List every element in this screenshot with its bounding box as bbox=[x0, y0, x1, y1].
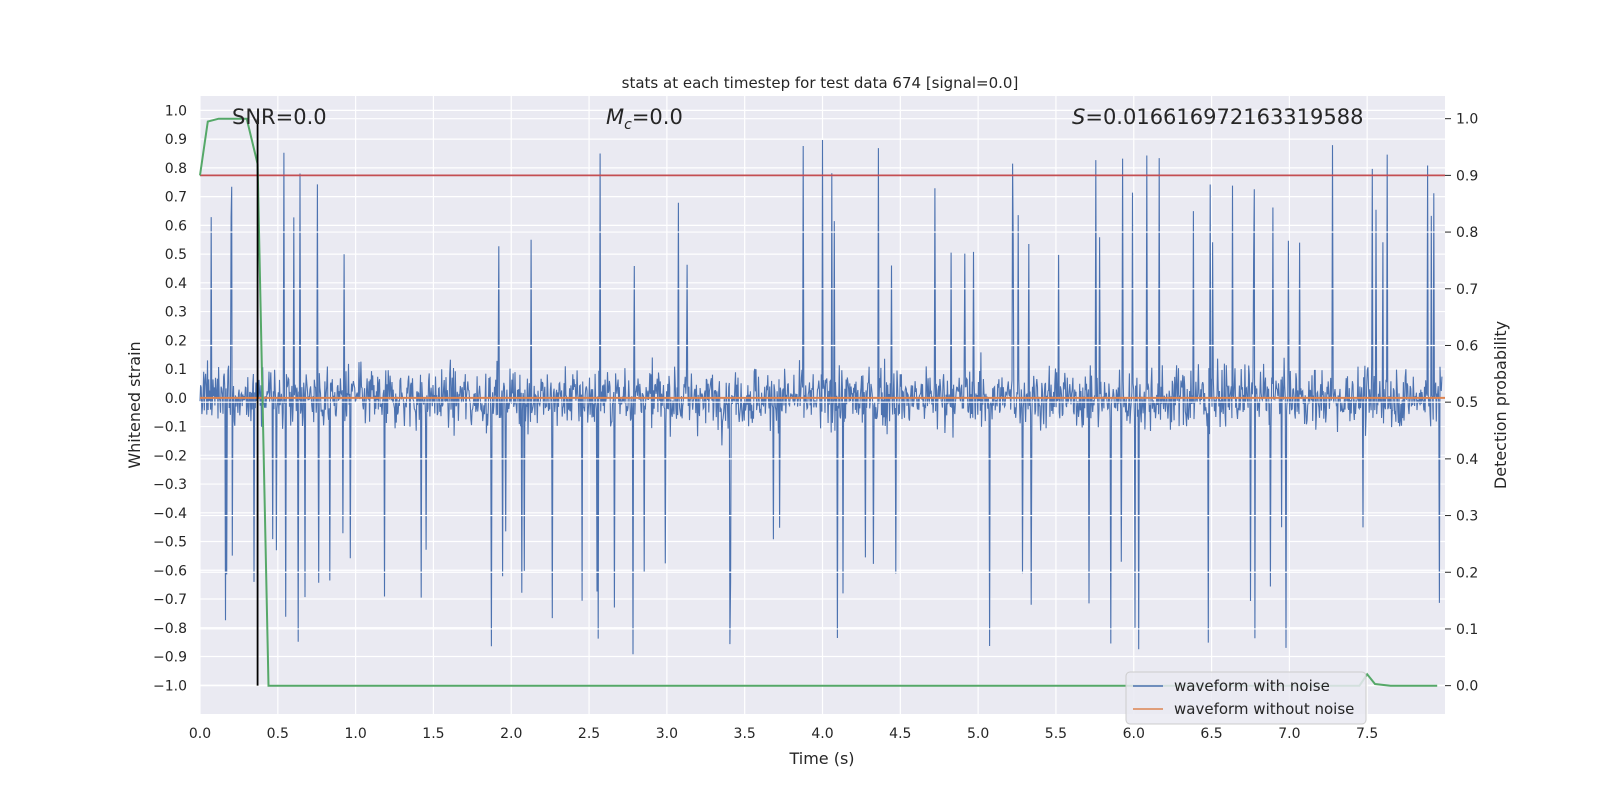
y-tick-label: −0.7 bbox=[153, 592, 187, 608]
s-symbol: S bbox=[1072, 105, 1085, 129]
x-tick-label: 2.0 bbox=[500, 726, 522, 742]
x-tick-label: 5.0 bbox=[967, 726, 989, 742]
x-tick-label: 7.0 bbox=[1278, 726, 1300, 742]
s-annotation: S=0.016616972163319588 bbox=[1072, 105, 1363, 129]
y-tick-label: 0.4 bbox=[165, 276, 187, 292]
x-tick-label: 3.5 bbox=[734, 726, 756, 742]
overlay-lines bbox=[199, 117, 1445, 687]
y-tick-label: 0.9 bbox=[165, 132, 187, 148]
y2-tick-label: 0.6 bbox=[1456, 338, 1478, 354]
x-tick-label: 0.0 bbox=[189, 726, 211, 742]
y-tick-label: 1.0 bbox=[165, 103, 187, 119]
y2-tick-label: 0.1 bbox=[1456, 622, 1478, 638]
y-tick-label: 0.6 bbox=[165, 218, 187, 234]
y2-tick-label: 0.5 bbox=[1456, 395, 1478, 411]
legend-label-noise: waveform with noise bbox=[1174, 677, 1330, 695]
x-tick-label: 4.5 bbox=[889, 726, 911, 742]
legend-label-clean: waveform without noise bbox=[1174, 700, 1354, 718]
chart-title: stats at each timestep for test data 674… bbox=[622, 74, 1019, 92]
x-tick-label: 0.5 bbox=[267, 726, 289, 742]
y-tick-label: −0.8 bbox=[153, 621, 187, 637]
y-tick-label: −0.2 bbox=[153, 448, 187, 464]
y2-tick-label: 0.4 bbox=[1456, 452, 1478, 468]
x-tick-label: 1.5 bbox=[422, 726, 444, 742]
y-tick-label: 0.0 bbox=[165, 391, 187, 407]
noise-trace bbox=[199, 139, 1443, 655]
waveform-with-noise bbox=[199, 139, 1443, 655]
x-tick-label: 5.5 bbox=[1045, 726, 1067, 742]
y2-axis-label: Detection probability bbox=[1491, 321, 1510, 489]
legend: waveform with noise waveform without noi… bbox=[1125, 671, 1367, 725]
s-value: =0.016616972163319588 bbox=[1085, 105, 1363, 129]
x-tick-label: 1.0 bbox=[344, 726, 366, 742]
legend-box bbox=[1125, 671, 1367, 725]
x-tick-label: 7.5 bbox=[1356, 726, 1378, 742]
y-tick-label: 0.1 bbox=[165, 362, 187, 378]
mc-value: =0.0 bbox=[632, 105, 683, 129]
y-tick-label: 0.3 bbox=[165, 305, 187, 321]
x-tick-label: 2.5 bbox=[578, 726, 600, 742]
y-tick-label: 0.2 bbox=[165, 333, 187, 349]
y-tick-label: −0.9 bbox=[153, 650, 187, 666]
y-tick-label: −1.0 bbox=[153, 678, 187, 694]
x-axis-label: Time (s) bbox=[788, 749, 854, 768]
y-axis-label: Whitened strain bbox=[125, 341, 144, 468]
y-tick-label: 0.8 bbox=[165, 161, 187, 177]
x-tick-label: 3.0 bbox=[656, 726, 678, 742]
y-tick-label: 0.7 bbox=[165, 190, 187, 206]
y2-tick-label: 0.7 bbox=[1456, 282, 1478, 298]
y2-tick-label: 0.3 bbox=[1456, 509, 1478, 525]
detection-probability-line bbox=[199, 117, 1438, 687]
x-tick-label: 6.5 bbox=[1200, 726, 1222, 742]
y-tick-label: −0.6 bbox=[153, 563, 187, 579]
x-tick-label: 6.0 bbox=[1123, 726, 1145, 742]
mc-symbol: M bbox=[606, 105, 624, 129]
y-tick-label: −0.5 bbox=[153, 535, 187, 551]
y2-tick-label: 0.0 bbox=[1456, 679, 1478, 695]
y-tick-label: −0.4 bbox=[153, 506, 187, 522]
ticks: 0.0 0.5 1.0 1.5 2.0 2.5 3.0 3.5 4.0 4.5 5.0 5.5 6.0 6… bbox=[153, 103, 1478, 742]
y2-tick-label: 1.0 bbox=[1456, 112, 1478, 128]
x-tick-label: 4.0 bbox=[811, 726, 833, 742]
y-tick-label: −0.1 bbox=[153, 420, 187, 436]
y-tick-label: −0.3 bbox=[153, 477, 187, 493]
snr-annotation: SNR=0.0 bbox=[232, 105, 327, 129]
y2-tick-label: 0.8 bbox=[1456, 225, 1478, 241]
mc-annotation: Mc=0.0 bbox=[606, 105, 683, 133]
y2-tick-label: 0.9 bbox=[1456, 168, 1478, 184]
y2-tick-label: 0.2 bbox=[1456, 565, 1478, 581]
mc-subscript: c bbox=[624, 117, 632, 133]
y-tick-label: 0.5 bbox=[165, 247, 187, 263]
